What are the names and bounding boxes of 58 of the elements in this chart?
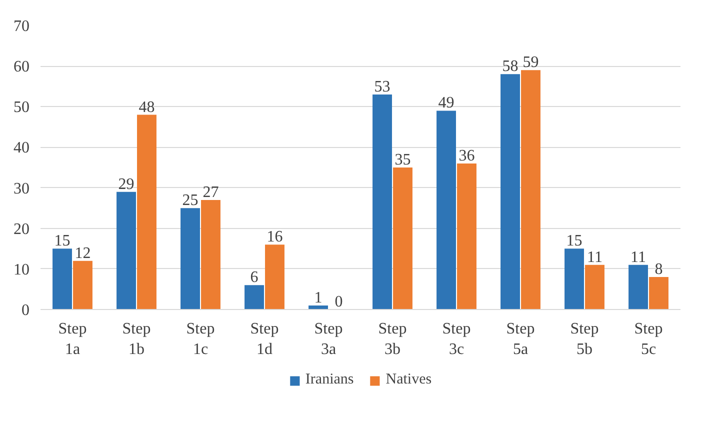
x-tick-label: Step 1d [250, 320, 279, 358]
data-label: 8 [654, 261, 663, 278]
x-tick-label: Step 5a [506, 320, 535, 358]
data-label: 53 [374, 78, 390, 96]
x-tick-label: Step 1a [58, 320, 87, 358]
data-label: 49 [438, 94, 454, 112]
data-label: 48 [138, 98, 155, 116]
bar [564, 248, 584, 310]
data-label: 25 [182, 192, 198, 210]
y-tick-label: 50 [14, 99, 30, 116]
y-tick-label: 30 [14, 180, 30, 198]
y-tick-label: 60 [14, 58, 30, 76]
x-tick-label: Step 3b [378, 320, 407, 358]
data-label: 35 [394, 152, 411, 168]
data-label: 11 [630, 248, 646, 266]
bar [521, 70, 540, 310]
data-label: 12 [74, 244, 91, 262]
bar [180, 208, 200, 310]
bar [372, 94, 392, 310]
x-tick-label: Step 1c [186, 320, 215, 358]
y-tick-label: 20 [14, 220, 30, 238]
data-label: 59 [522, 54, 539, 72]
data-label: 27 [202, 184, 219, 201]
bar [52, 248, 72, 310]
x-tick-label: Step 5c [634, 320, 663, 358]
data-label: 1 [314, 289, 322, 306]
bar [393, 168, 412, 310]
bar [457, 163, 476, 310]
bar [137, 114, 156, 310]
data-label: 16 [266, 228, 283, 246]
y-tick-label: 10 [14, 261, 30, 278]
bar [201, 200, 220, 310]
bar [244, 285, 264, 310]
bar [649, 277, 668, 310]
bar [436, 110, 456, 310]
bar [265, 244, 284, 310]
data-label: 15 [566, 232, 582, 250]
legend-label: Iranians [305, 372, 354, 388]
x-tick-label: Step 1b [122, 320, 151, 358]
data-label: 58 [502, 58, 518, 76]
x-tick-label: Step 3c [442, 320, 471, 358]
bar [73, 260, 92, 310]
y-tick-label: 70 [14, 18, 30, 35]
x-tick-label: Step 3a [314, 320, 343, 358]
legend-label: Natives [386, 372, 432, 388]
data-label: 15 [54, 232, 70, 250]
data-label: 36 [458, 147, 475, 164]
data-label: 11 [587, 248, 602, 266]
data-label: 6 [250, 269, 258, 286]
y-tick-label: 0 [22, 302, 30, 319]
y-tick-label: 40 [14, 140, 30, 157]
x-tick-label: Step 5b [570, 320, 599, 358]
data-label: 29 [118, 176, 134, 193]
data-label: 0 [334, 294, 343, 310]
bar [500, 74, 520, 310]
bar [116, 192, 136, 310]
bar [628, 264, 648, 310]
bar [585, 264, 604, 310]
